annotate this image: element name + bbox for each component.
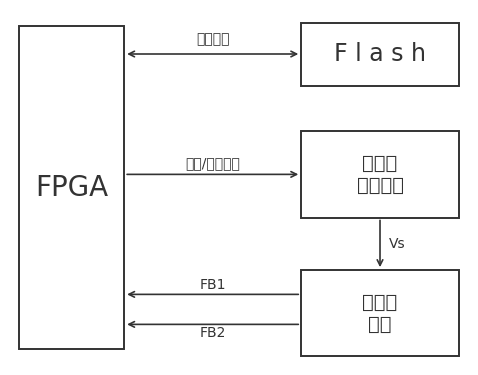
Text: 复位/置位信号: 复位/置位信号 xyxy=(185,156,240,170)
Text: F l a s h: F l a s h xyxy=(334,42,426,66)
FancyBboxPatch shape xyxy=(301,131,459,218)
Text: 比较器
电路: 比较器 电路 xyxy=(362,292,398,334)
Text: FPGA: FPGA xyxy=(35,174,108,201)
Text: 标定数据: 标定数据 xyxy=(196,32,229,46)
FancyBboxPatch shape xyxy=(301,22,459,86)
FancyBboxPatch shape xyxy=(19,26,124,349)
Text: 铁氧体
驱动电路: 铁氧体 驱动电路 xyxy=(357,154,403,195)
Text: Vs: Vs xyxy=(389,237,405,251)
Text: FB1: FB1 xyxy=(199,278,226,292)
Text: FB2: FB2 xyxy=(199,326,226,340)
FancyBboxPatch shape xyxy=(301,270,459,356)
